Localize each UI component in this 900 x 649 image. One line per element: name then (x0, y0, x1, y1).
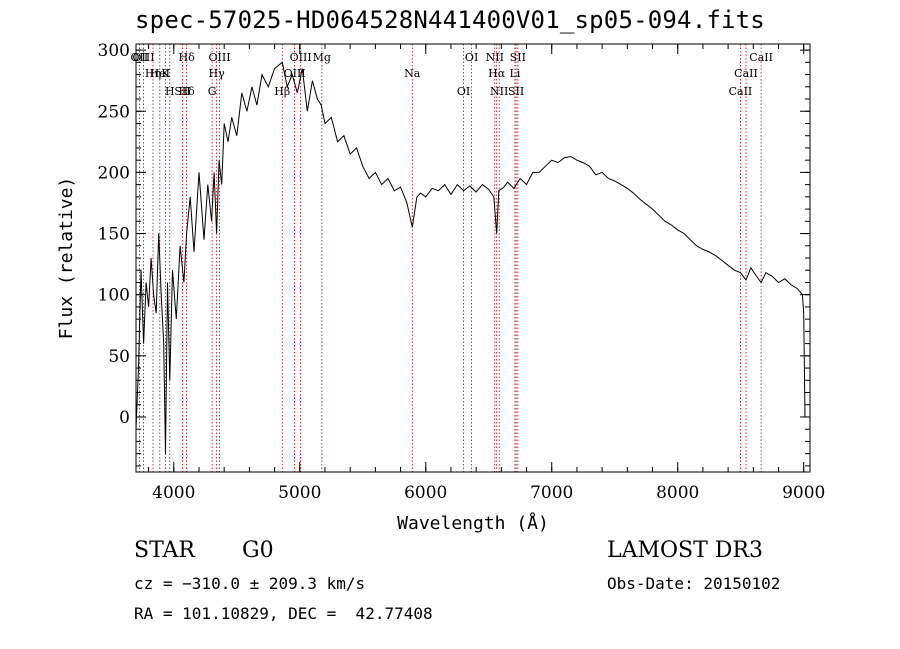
y-tick-label: 300 (98, 41, 130, 61)
coordinates: RA = 101.10829, DEC = 42.77408 (134, 604, 433, 623)
x-tick-label: 5000 (278, 483, 321, 503)
spectral-line-label: CaII (749, 51, 773, 64)
spectral-line-label: K (161, 67, 170, 80)
y-tick-label: 150 (98, 225, 130, 245)
spectral-line-label: NII (490, 85, 508, 98)
spectral-line-label: OIII (290, 51, 312, 64)
spectral-line-label: Hη (145, 67, 161, 80)
spectral-line-label: SII (510, 51, 526, 64)
x-tick-label: 6000 (404, 483, 447, 503)
spectral-line-label: CaII (734, 67, 758, 80)
y-tick-label: 200 (98, 163, 130, 183)
spectral-line-label: CaII (729, 85, 753, 98)
spectral-line-label: HeI (150, 67, 170, 80)
x-axis-label: Wavelength (Å) (397, 512, 549, 534)
spectral-line-label: Hδ (179, 85, 196, 98)
spectral-line-label: NII (486, 51, 504, 64)
spectral-line-labels: HδKHδOIIHeISIIOIIIHηHOIIIHγGOIIIOIIIHβMg… (131, 51, 773, 98)
spectral-line-label: H (165, 85, 175, 98)
spectral-line-label: OII (131, 51, 149, 64)
spectral-line-label: OI (457, 85, 470, 98)
chart-title: spec-57025-HD064528N441400V01_sp05-094.f… (135, 6, 765, 34)
spectral-line-label: G (208, 85, 217, 98)
spectral-line-label: Hδ (179, 51, 196, 64)
spectral-line-label: OIII (133, 51, 155, 64)
axis-ticks: 4000 5000 6000 7000 8000 9000 0 50 100 150 200 250 3… (98, 41, 826, 503)
y-tick-label: 0 (119, 408, 130, 428)
x-tick-label: 4000 (152, 483, 195, 503)
spectral-line-label: Hα (488, 67, 506, 80)
spectral-line-label: SII (508, 85, 524, 98)
spectral-line-label: OI (465, 51, 478, 64)
spectral-line-label: Li (510, 67, 521, 80)
object-class: STAR (134, 538, 195, 563)
plot-frame (135, 43, 811, 473)
x-tick-label: 9000 (782, 483, 825, 503)
redshift-cz: cz = −310.0 ± 209.3 km/s (134, 574, 366, 593)
object-subclass: G0 (242, 538, 274, 563)
spectral-line-label: Hγ (209, 67, 226, 80)
spectral-line-label: Na (404, 67, 421, 80)
spectral-line-label: Hβ (274, 85, 290, 98)
survey-name: LAMOST DR3 (607, 538, 763, 563)
y-tick-label: 250 (98, 102, 130, 122)
spectral-line-label: SII (174, 85, 190, 98)
x-tick-label: 7000 (530, 483, 573, 503)
spectral-line-label: OIII (208, 51, 230, 64)
x-tick-label: 8000 (656, 483, 699, 503)
y-tick-label: 100 (98, 286, 130, 306)
y-axis-label: Flux (relative) (56, 177, 77, 340)
spectral-line-label: Mg (313, 51, 331, 64)
y-tick-label: 50 (108, 347, 130, 367)
obs-date: Obs-Date: 20150102 (607, 574, 781, 593)
spectral-line-markers (139, 44, 762, 472)
spectrum-series-line (135, 61, 806, 454)
